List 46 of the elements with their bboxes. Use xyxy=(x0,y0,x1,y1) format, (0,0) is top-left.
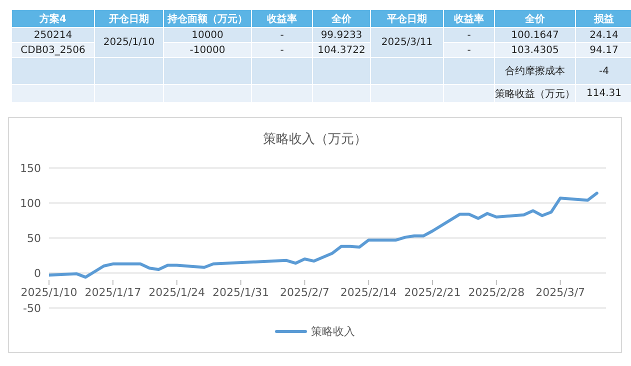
text: 策略收益（万元） xyxy=(495,85,575,102)
text: - xyxy=(444,43,494,57)
text: 损益 xyxy=(576,10,631,27)
y-tick-label: 50 xyxy=(27,232,41,245)
x-tick-label: 2025/1/10 xyxy=(20,286,78,299)
text: CDB03_2506 xyxy=(12,43,94,57)
text: 24.14 xyxy=(576,28,631,42)
text: 开仓日期 xyxy=(95,10,163,27)
text: -4 xyxy=(576,58,631,84)
text: -10000 xyxy=(164,43,251,57)
text: 合约摩擦成本 xyxy=(495,58,575,84)
y-tick-label: -50 xyxy=(23,302,41,315)
text: 94.17 xyxy=(576,43,631,57)
text: 10000 xyxy=(164,28,251,42)
x-tick-label: 2025/1/17 xyxy=(84,286,142,299)
line-series xyxy=(49,192,598,279)
y-tick-label: 150 xyxy=(20,162,41,175)
text: 100.1647 xyxy=(495,28,575,42)
x-tick-label: 2025/2/28 xyxy=(468,286,525,299)
text: 持仓面额（万元） xyxy=(164,10,251,27)
text: 全价 xyxy=(313,10,370,27)
x-tick-label: 2025/2/7 xyxy=(280,286,330,299)
text: 全价 xyxy=(495,10,575,27)
x-tick-label: 2025/2/14 xyxy=(340,286,397,299)
text: 收益率 xyxy=(252,10,312,27)
text: 2025/3/11 xyxy=(371,28,443,57)
text: - xyxy=(252,43,312,57)
text: 99.9233 xyxy=(313,28,370,42)
text: 2025/1/10 xyxy=(95,28,163,57)
text: 114.31 xyxy=(576,85,631,102)
text: 方案4 xyxy=(12,10,94,27)
x-tick-label: 2025/1/24 xyxy=(148,286,206,299)
text: 104.3722 xyxy=(313,43,370,57)
text: - xyxy=(252,28,312,42)
text: 250214 xyxy=(12,28,94,42)
text: 收益率 xyxy=(444,10,494,27)
text: 103.4305 xyxy=(495,43,575,57)
text: 平仓日期 xyxy=(371,10,443,27)
y-tick-label: 0 xyxy=(34,266,41,280)
x-tick-label: 2025/2/21 xyxy=(404,286,461,299)
text: - xyxy=(444,28,494,42)
legend-label: 策略收入 xyxy=(311,324,355,339)
chart-title: 策略收入（万元） xyxy=(262,131,368,148)
y-tick-label: 100 xyxy=(20,196,41,210)
x-tick-label: 2025/3/7 xyxy=(536,286,586,299)
x-tick-label: 2025/1/31 xyxy=(212,286,269,299)
